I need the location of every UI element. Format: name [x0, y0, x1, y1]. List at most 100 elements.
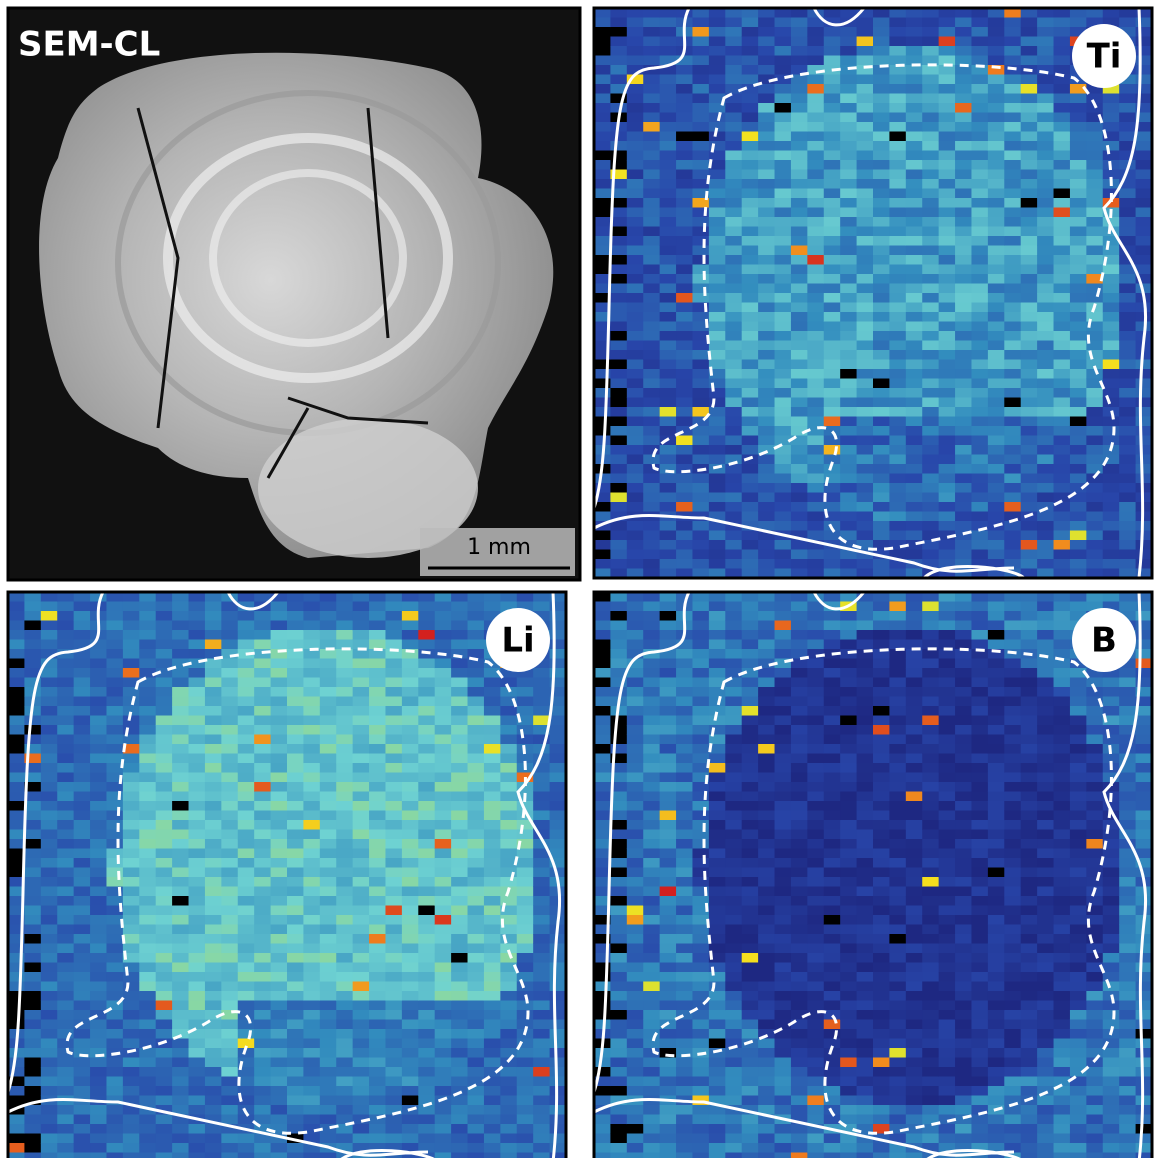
map-pixel — [451, 839, 469, 849]
map-pixel — [1004, 483, 1022, 493]
map-pixel — [758, 1067, 776, 1077]
map-pixel — [889, 511, 907, 522]
map-pixel — [610, 1133, 628, 1144]
map-pixel — [434, 1057, 452, 1068]
map-pixel — [1135, 84, 1152, 94]
map-pixel — [741, 169, 759, 180]
map-pixel — [790, 905, 808, 916]
map-pixel — [24, 962, 42, 973]
map-pixel — [73, 620, 91, 631]
map-pixel — [106, 801, 124, 811]
map-pixel — [385, 1057, 403, 1068]
map-pixel — [676, 150, 693, 161]
map-pixel — [24, 592, 42, 602]
map-pixel — [155, 1133, 173, 1144]
map-pixel — [1102, 112, 1120, 123]
map-pixel — [8, 696, 25, 707]
map-pixel — [708, 198, 726, 208]
map-pixel — [1102, 122, 1120, 132]
map-pixel — [1119, 274, 1137, 284]
map-pixel — [955, 511, 972, 522]
map-pixel — [40, 782, 58, 792]
map-pixel — [1119, 198, 1137, 208]
map-pixel — [352, 772, 370, 783]
map-pixel — [204, 725, 222, 735]
map-pixel — [725, 103, 743, 113]
map-pixel — [1086, 549, 1104, 560]
map-pixel — [676, 255, 693, 265]
map-pixel — [237, 1076, 255, 1087]
map-pixel — [774, 27, 792, 37]
map-pixel — [1069, 112, 1087, 123]
map-pixel — [643, 46, 661, 56]
map-pixel — [643, 620, 661, 631]
map-pixel — [856, 388, 874, 398]
map-pixel — [758, 1152, 776, 1158]
map-pixel — [1069, 103, 1087, 113]
map-pixel — [237, 1133, 255, 1144]
map-pixel — [549, 715, 566, 726]
map-pixel — [418, 725, 436, 735]
map-pixel — [807, 1038, 825, 1049]
map-pixel — [708, 207, 726, 218]
map-pixel — [467, 1057, 485, 1068]
map-pixel — [758, 1000, 776, 1011]
map-pixel — [451, 706, 469, 716]
map-pixel — [610, 991, 628, 1001]
map-pixel — [40, 706, 58, 716]
map-pixel — [790, 668, 808, 678]
map-pixel — [1119, 283, 1137, 294]
map-pixel — [172, 1010, 190, 1020]
map-pixel — [676, 1143, 693, 1153]
map-pixel — [139, 858, 157, 868]
map-pixel — [401, 791, 419, 802]
map-pixel — [905, 274, 923, 284]
map-pixel — [758, 905, 776, 916]
map-pixel — [873, 122, 890, 132]
map-pixel — [8, 1019, 25, 1030]
map-pixel — [1037, 36, 1055, 47]
map-pixel — [500, 782, 518, 792]
map-pixel — [643, 801, 661, 811]
map-pixel — [610, 848, 628, 859]
map-pixel — [643, 112, 661, 123]
map-pixel — [823, 972, 841, 982]
map-pixel — [1069, 160, 1087, 170]
map-pixel — [955, 274, 972, 284]
map-pixel — [774, 521, 792, 531]
map-pixel — [516, 592, 534, 602]
map-pixel — [790, 943, 808, 954]
map-pixel — [139, 639, 157, 650]
map-pixel — [626, 93, 644, 104]
map-pixel — [823, 848, 841, 859]
map-pixel — [774, 1133, 792, 1144]
map-pixel — [823, 658, 841, 669]
map-pixel — [1037, 150, 1055, 161]
map-pixel — [1004, 416, 1022, 427]
map-pixel — [319, 905, 337, 916]
map-pixel — [90, 848, 107, 859]
map-pixel — [1004, 492, 1022, 503]
map-pixel — [303, 601, 321, 612]
map-pixel — [287, 649, 304, 659]
map-pixel — [823, 839, 841, 849]
map-pixel — [955, 454, 972, 465]
map-pixel — [237, 877, 255, 887]
map-pixel — [352, 658, 370, 669]
map-pixel — [303, 772, 321, 783]
map-pixel — [889, 131, 907, 142]
map-pixel — [922, 549, 940, 560]
map-pixel — [610, 962, 628, 973]
map-pixel — [758, 388, 776, 398]
map-pixel — [692, 791, 710, 802]
map-pixel — [221, 725, 239, 735]
map-pixel — [987, 8, 1005, 18]
map-pixel — [188, 991, 206, 1001]
map-pixel — [938, 74, 956, 85]
map-pixel — [8, 991, 25, 1001]
map-pixel — [1053, 331, 1071, 341]
map-pixel — [840, 217, 858, 227]
map-pixel — [758, 445, 776, 455]
map-pixel — [1004, 378, 1022, 389]
map-pixel — [938, 502, 956, 512]
